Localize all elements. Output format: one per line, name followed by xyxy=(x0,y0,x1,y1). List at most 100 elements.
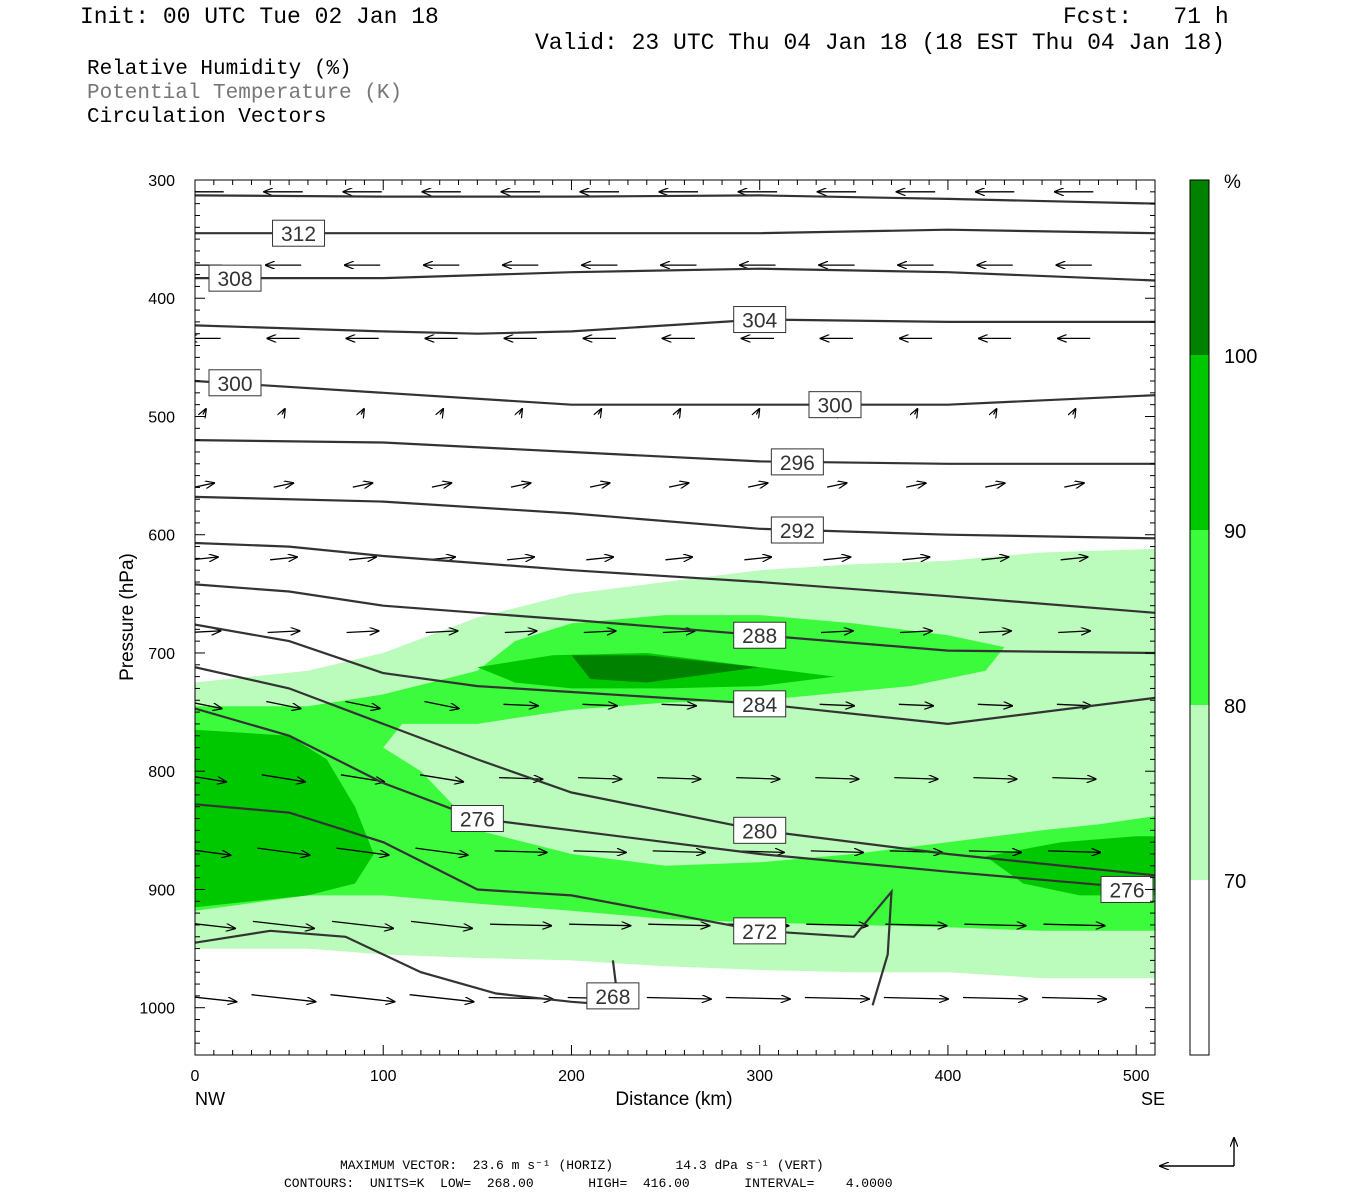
contour-label: 300 xyxy=(208,369,262,397)
circulation-vector xyxy=(569,924,630,926)
contour-label: 296 xyxy=(770,448,824,476)
circulation-vector xyxy=(668,483,689,487)
circulation-vector xyxy=(349,557,376,560)
valid-time: Valid: 23 UTC Thu 04 Jan 18 (18 EST Thu … xyxy=(535,30,1226,56)
circulation-vector xyxy=(251,994,316,1002)
circulation-vector xyxy=(195,483,214,487)
circulation-vector xyxy=(1043,924,1105,926)
circulation-vector xyxy=(361,409,364,415)
rh-100-region xyxy=(571,655,760,683)
svg-text:308: 308 xyxy=(217,268,252,291)
y-tick-label: 700 xyxy=(148,646,175,663)
contour-label: 280 xyxy=(733,816,787,844)
theta-contour-304 xyxy=(195,318,1155,335)
circulation-vector xyxy=(409,994,474,1002)
circulation-vector xyxy=(195,849,230,855)
circulation-vector xyxy=(410,920,472,928)
circulation-vector xyxy=(1064,483,1084,487)
circulation-vector xyxy=(425,631,458,633)
axis-ticks: 300 400 500 600 700 800 900 1000 0 100 200 300 400 50… xyxy=(139,173,1156,1085)
y-tick-label: 500 xyxy=(148,409,175,426)
svg-text:292: 292 xyxy=(780,520,815,543)
colorbar-segment xyxy=(1190,355,1209,530)
colorbar-unit: % xyxy=(1224,172,1241,193)
y-axis-title: Pressure (hPa) xyxy=(117,553,138,681)
circulation-vector xyxy=(578,778,621,780)
colorbar-level-label: 100 xyxy=(1224,346,1257,368)
circulation-vector xyxy=(195,923,235,928)
circulation-vector xyxy=(894,778,937,780)
forecast-hour: Fcst: 71 h xyxy=(1063,4,1229,30)
circulation-vector xyxy=(346,631,379,633)
svg-text:304: 304 xyxy=(742,310,777,333)
circulation-vector xyxy=(900,631,932,633)
x-tick-label: 200 xyxy=(558,1068,585,1085)
circulation-vector xyxy=(677,409,680,415)
colorbar-level-label: 90 xyxy=(1224,521,1246,543)
theta-contour-288 xyxy=(195,583,1155,655)
y-tick-label: 400 xyxy=(148,291,175,308)
theta-contour-276 xyxy=(195,707,1155,891)
y-tick-label: 600 xyxy=(148,528,175,545)
colorbar-level-label: 70 xyxy=(1224,871,1246,893)
legend-circulation-vectors: Circulation Vectors xyxy=(87,106,327,129)
circulation-vector xyxy=(431,483,451,487)
circulation-vector xyxy=(815,778,858,780)
x-tick-label: 500 xyxy=(1123,1068,1150,1085)
theta-contour-296 xyxy=(195,439,1155,465)
circulation-vector xyxy=(257,847,309,855)
circulation-vector xyxy=(883,998,948,1000)
circulation-vector xyxy=(331,920,393,928)
circulation-vector xyxy=(744,557,771,560)
svg-text:284: 284 xyxy=(742,694,777,717)
circulation-vector xyxy=(662,631,695,633)
svg-text:268: 268 xyxy=(595,986,630,1009)
circulation-vector xyxy=(902,557,930,560)
y-tick-label: 900 xyxy=(148,882,175,899)
circulation-vector xyxy=(1042,998,1106,1000)
legend-relative-humidity: Relative Humidity (%) xyxy=(87,58,352,81)
circulation-vector xyxy=(1047,851,1100,853)
circulation-vector xyxy=(490,924,551,926)
circulation-vector xyxy=(977,704,1012,706)
circulation-vector xyxy=(519,409,522,415)
contour-info: CONTOURS: UNITS=K LOW= 268.00 HIGH= 416.… xyxy=(284,1176,893,1191)
contour-label: 288 xyxy=(733,621,787,649)
circulation-vector xyxy=(826,483,847,487)
circulation-vector xyxy=(1058,631,1090,633)
circulation-vector xyxy=(898,704,933,706)
theta-contour-308 xyxy=(195,267,1155,282)
max-vector-info: MAXIMUM VECTOR: 23.6 m s⁻¹ (HORIZ) 14.3 … xyxy=(340,1158,824,1173)
circulation-vector xyxy=(1073,409,1076,415)
circulation-vector xyxy=(652,851,705,853)
colorbar-level-label: 80 xyxy=(1224,696,1246,718)
circulation-vector xyxy=(195,702,221,709)
circulation-vector xyxy=(266,700,300,709)
circulation-vector xyxy=(985,483,1004,487)
circulation-vector xyxy=(503,704,538,706)
contour-label: 312 xyxy=(272,219,326,247)
contour-label: 272 xyxy=(733,917,787,945)
circulation-vector xyxy=(756,409,759,415)
circulation-vector xyxy=(282,409,285,415)
circulation-vector xyxy=(725,998,790,1000)
contour-label: 304 xyxy=(733,306,787,334)
svg-text:296: 296 xyxy=(780,452,815,475)
colorbar-segment xyxy=(1190,880,1209,1055)
circulation-vector xyxy=(1060,557,1088,560)
x-tick-label: 0 xyxy=(191,1068,200,1085)
circulation-vector xyxy=(665,557,692,560)
circulation-vector xyxy=(582,704,617,706)
x-end-label-se: SE xyxy=(1141,1089,1165,1109)
theta-contour-312 xyxy=(195,194,1155,205)
x-end-label-nw: NW xyxy=(195,1089,225,1109)
colorbar-segment xyxy=(1190,530,1209,705)
contour-label: 308 xyxy=(208,264,262,292)
theta-contour-288 xyxy=(195,541,1155,614)
circulation-vector xyxy=(981,557,1009,560)
x-axis-title: Distance (km) xyxy=(615,1089,732,1110)
circulation-vector xyxy=(598,409,601,415)
circulation-vector xyxy=(823,557,851,560)
contour-label: 276 xyxy=(450,805,504,833)
